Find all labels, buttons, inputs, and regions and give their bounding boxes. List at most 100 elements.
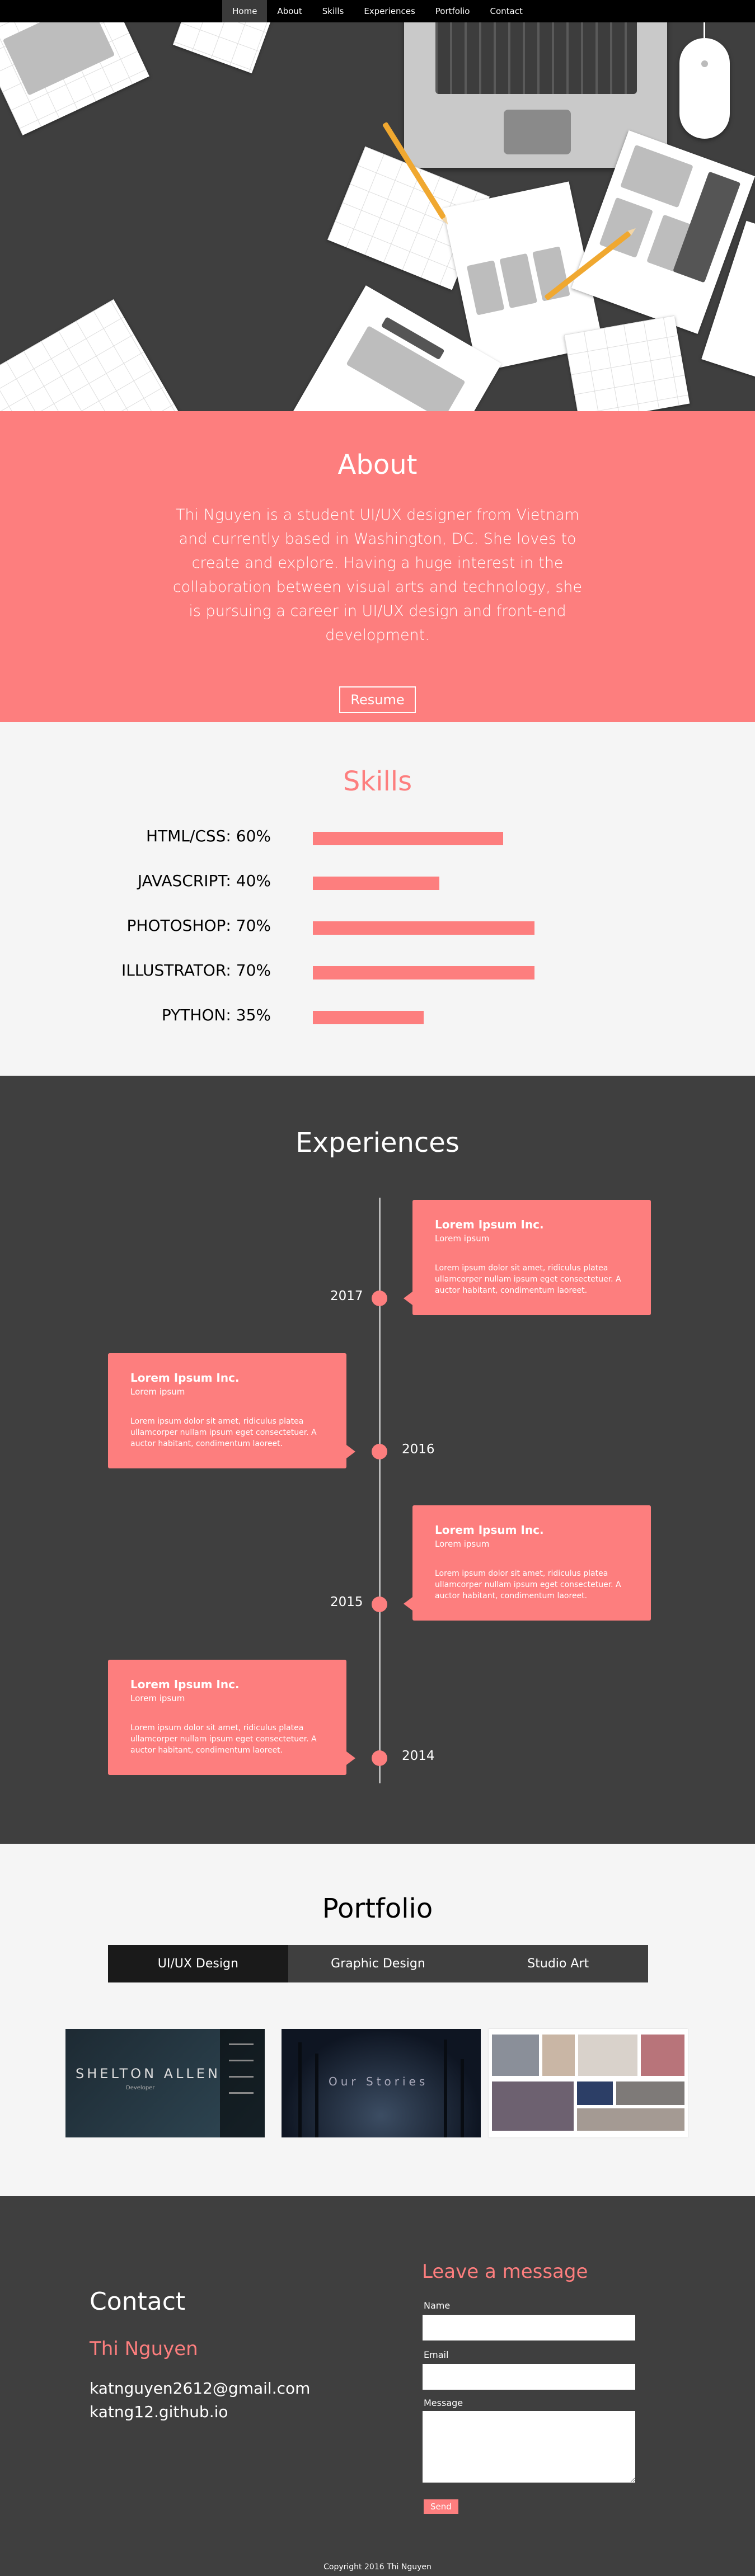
skills-title: Skills — [343, 766, 412, 797]
skill-bar — [313, 1011, 424, 1024]
skill-track — [313, 921, 630, 935]
thumbnail-title: Our Stories — [329, 2075, 429, 2088]
timeline-dot — [372, 1750, 387, 1766]
skill-track — [313, 1011, 630, 1024]
email-field-label: Email — [424, 2349, 449, 2360]
timeline-dot — [372, 1291, 387, 1306]
skill-track — [313, 877, 630, 890]
paper-block — [466, 260, 505, 315]
portfolio-thumbnail[interactable]: Our Stories — [282, 2029, 481, 2137]
portfolio-thumbnail[interactable]: SHELTON ALLEN Developer — [65, 2029, 265, 2137]
skill-row: HTML/CSS: 60% — [0, 825, 755, 870]
skills-section: Skills HTML/CSS: 60% JAVASCRIPT: 40% PHO… — [0, 722, 755, 1076]
paper-block — [499, 253, 538, 309]
timeline-year: 2017 — [330, 1289, 363, 1303]
tree-shape — [461, 2059, 464, 2137]
tree-shape — [444, 2040, 447, 2137]
experience-subtitle: Lorem ipsum — [130, 1693, 185, 1703]
about-section: About Thi Nguyen is a student UI/UX desi… — [0, 411, 755, 722]
experience-subtitle: Lorem ipsum — [435, 1539, 490, 1549]
photo-tile — [616, 2081, 684, 2105]
experience-description: Lorem ipsum dolor sit amet, ridiculus pl… — [435, 1264, 621, 1295]
nav-home-link[interactable]: Home — [222, 0, 268, 22]
top-nav: Home About Skills Experiences Portfolio … — [0, 0, 755, 22]
timeline-line — [379, 1198, 381, 1783]
photo-tile — [542, 2035, 575, 2076]
hero-illustration — [0, 0, 755, 411]
photo-tile — [492, 2081, 574, 2131]
tab-graphic-design[interactable]: Graphic Design — [331, 1957, 425, 1971]
tab-ui-ux-design[interactable]: UI/UX Design — [108, 1945, 288, 1982]
trackpad-illustration — [504, 110, 571, 154]
paper-block — [620, 144, 693, 208]
about-text: Thi Nguyen is a student UI/UX designer f… — [172, 506, 583, 644]
skill-bar — [313, 877, 440, 890]
skill-bar — [313, 921, 535, 935]
tab-studio-art[interactable]: Studio Art — [527, 1957, 589, 1971]
experience-description: Lorem ipsum dolor sit amet, ridiculus pl… — [130, 1723, 317, 1755]
mouse-illustration — [679, 0, 730, 139]
contact-website[interactable]: katng12.github.io — [90, 2403, 228, 2421]
skill-row: PYTHON: 35% — [0, 1004, 755, 1049]
photo-tile — [577, 2081, 613, 2105]
thumbnail-subtitle: Developer — [126, 2085, 155, 2091]
timeline-year: 2014 — [402, 1749, 435, 1763]
portfolio-tabs: UI/UX Design Graphic Design Studio Art — [108, 1945, 648, 1982]
contact-title: Contact — [90, 2287, 186, 2316]
message-field[interactable] — [423, 2411, 635, 2483]
tree-shape — [315, 2054, 318, 2137]
skill-row: ILLUSTRATOR: 70% — [0, 959, 755, 1004]
experience-subtitle: Lorem ipsum — [130, 1387, 185, 1397]
experiences-title: Experiences — [296, 1127, 459, 1159]
portfolio-section: Portfolio UI/UX Design Graphic Design St… — [0, 1844, 755, 2196]
skill-label: PHOTOSHOP: 70% — [126, 916, 271, 935]
timeline-dot — [372, 1597, 387, 1612]
resume-button[interactable]: Resume — [339, 686, 416, 713]
timeline-year: 2015 — [330, 1595, 363, 1609]
copyright-text: Copyright 2016 Thi Nguyen — [323, 2563, 432, 2572]
skill-label: PYTHON: 35% — [161, 1006, 271, 1024]
nav-about-link[interactable]: About — [277, 6, 302, 16]
experience-card: Lorem Ipsum Inc. Lorem ipsum Lorem ipsum… — [404, 1505, 651, 1621]
experience-company: Lorem Ipsum Inc. — [130, 1678, 240, 1691]
skill-label: ILLUSTRATOR: 70% — [121, 961, 271, 979]
name-field-label: Name — [424, 2300, 451, 2311]
experience-company: Lorem Ipsum Inc. — [130, 1371, 240, 1384]
skill-bar — [313, 832, 503, 845]
keyboard-illustration — [435, 11, 637, 94]
send-button[interactable]: Send — [424, 2499, 458, 2514]
skill-track — [313, 832, 630, 845]
contact-name: Thi Nguyen — [90, 2338, 198, 2360]
email-field[interactable] — [423, 2364, 635, 2390]
photo-tile — [577, 2108, 684, 2131]
skill-label: JAVASCRIPT: 40% — [137, 872, 271, 890]
experience-card: Lorem Ipsum Inc. Lorem ipsum Lorem ipsum… — [108, 1353, 355, 1468]
timeline-year: 2016 — [402, 1442, 435, 1457]
nav-contact-link[interactable]: Contact — [490, 6, 523, 16]
experience-description: Lorem ipsum dolor sit amet, ridiculus pl… — [435, 1569, 621, 1600]
experience-company: Lorem Ipsum Inc. — [435, 1523, 544, 1537]
experience-description: Lorem ipsum dolor sit amet, ridiculus pl… — [130, 1417, 317, 1448]
nav-portfolio-link[interactable]: Portfolio — [435, 6, 470, 16]
thumbnail-menu — [220, 2029, 265, 2137]
experience-subtitle: Lorem ipsum — [435, 1233, 490, 1244]
paper-sketch — [0, 299, 186, 411]
portfolio-thumbnail[interactable] — [489, 2029, 688, 2137]
nav-skills-link[interactable]: Skills — [322, 6, 344, 16]
experience-card: Lorem Ipsum Inc. Lorem ipsum Lorem ipsum… — [108, 1660, 355, 1775]
skill-bar — [313, 966, 535, 979]
timeline-dot — [372, 1444, 387, 1459]
skill-label: HTML/CSS: 60% — [146, 827, 271, 845]
nav-experiences-link[interactable]: Experiences — [364, 6, 415, 16]
thumbnail-title: SHELTON ALLEN — [76, 2066, 221, 2081]
message-field-label: Message — [424, 2398, 463, 2408]
contact-email[interactable]: katnguyen2612@gmail.com — [90, 2379, 311, 2398]
skill-track — [313, 966, 630, 979]
message-form-title: Leave a message — [422, 2261, 588, 2283]
skill-row: JAVASCRIPT: 40% — [0, 870, 755, 915]
photo-tile — [641, 2035, 684, 2076]
experience-card: Lorem Ipsum Inc. Lorem ipsum Lorem ipsum… — [404, 1200, 651, 1315]
photo-tile — [578, 2035, 637, 2076]
tree-shape — [298, 2042, 302, 2137]
name-field[interactable] — [423, 2315, 635, 2340]
